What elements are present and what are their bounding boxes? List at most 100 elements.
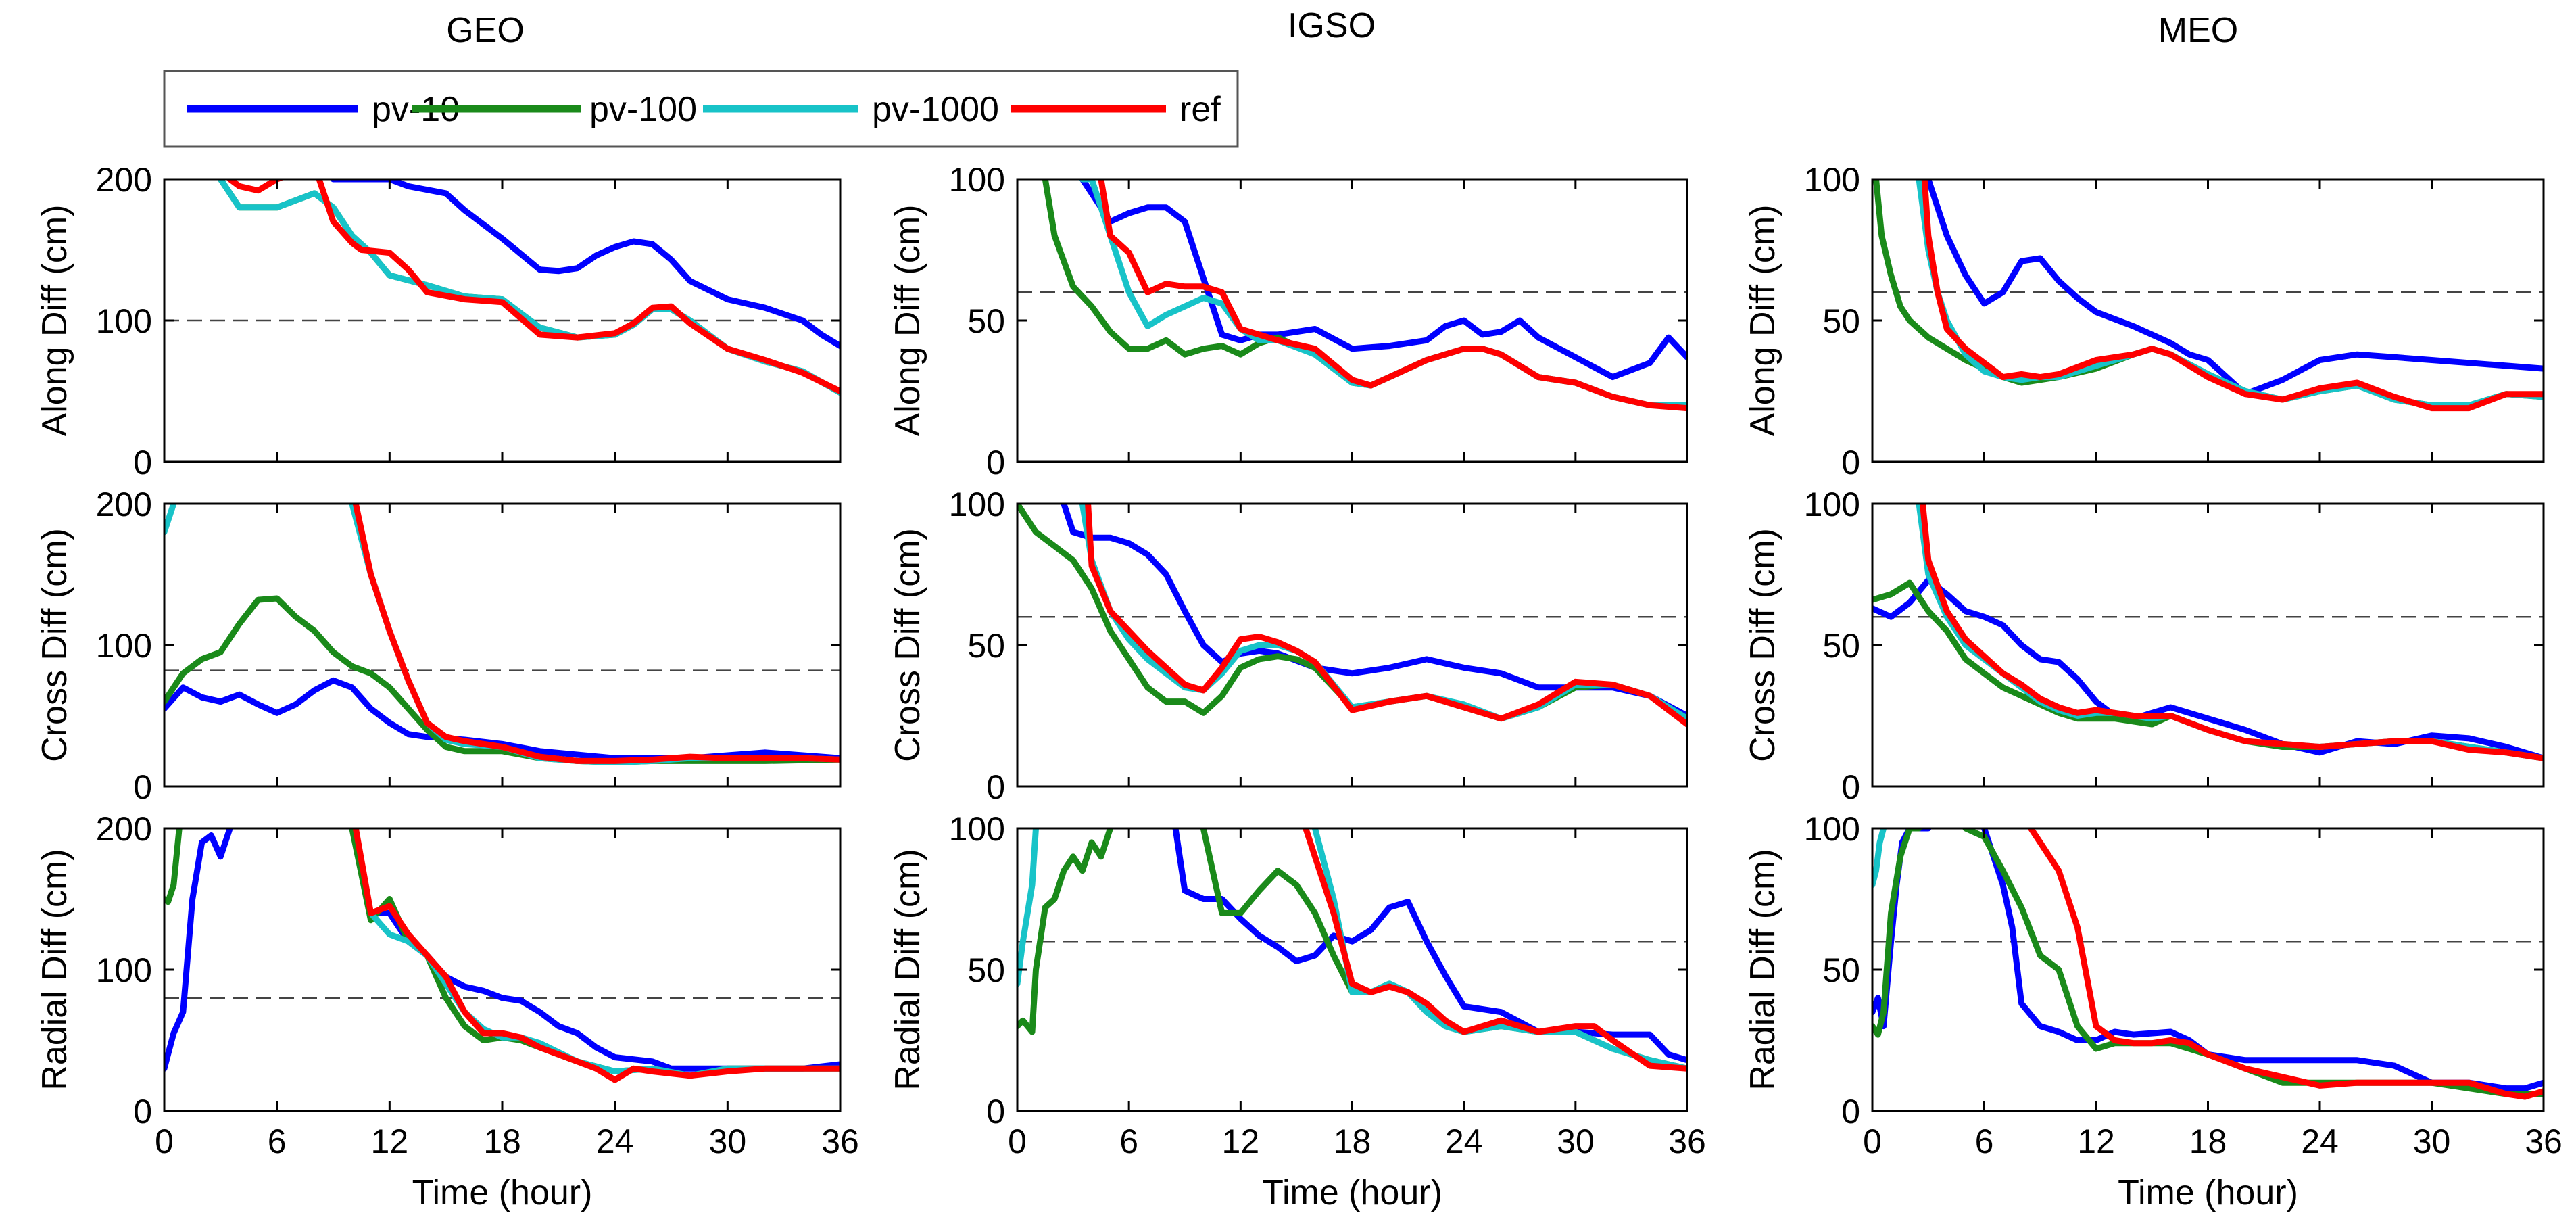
y-tick-label-igso-along-50: 50	[967, 302, 1005, 340]
y-tick-label-geo-cross-100: 100	[96, 627, 152, 665]
x-tick-label-geo-radial-6: 6	[268, 1122, 287, 1160]
series-line-geo-radial-pv-100	[164, 828, 183, 905]
series-line-igso-cross-ref	[1085, 504, 1687, 728]
x-axis-label-meo-radial: Time (hour)	[2118, 1173, 2298, 1212]
series-line-geo-along-ref	[226, 179, 840, 394]
x-tick-label-meo-radial-0: 0	[1863, 1122, 1882, 1160]
series-line-geo-radial-pv-10	[164, 828, 233, 1072]
y-tick-label-meo-along-50: 50	[1822, 302, 1860, 340]
y-axis-label-igso-cross: Cross Diff (cm)	[888, 528, 927, 762]
series-line-meo-radial-ref	[2028, 828, 2544, 1100]
y-tick-label-igso-radial-50: 50	[967, 951, 1005, 989]
y-tick-label-igso-along-100: 100	[949, 161, 1005, 199]
series-line-igso-radial-pv-1000-main	[1311, 828, 1687, 1072]
series-group-igso-along	[1042, 179, 1687, 412]
column-title-geo: GEO	[446, 11, 525, 50]
series-line-meo-along-ref	[1921, 179, 2544, 412]
series-line-igso-radial-ref	[1303, 828, 1687, 1072]
series-line-meo-radial-pv-1000	[1872, 828, 1887, 889]
panel-igso-radial: 0 50 100 0 6 12 18 24 30 36 Radial Diff (cm) Time (…	[888, 810, 1706, 1212]
x-tick-label-igso-radial-12: 12	[1222, 1122, 1260, 1160]
y-axis-label-igso-along: Along Diff (cm)	[888, 205, 927, 437]
y-tick-label-igso-cross-50: 50	[967, 627, 1005, 665]
series-group-igso-radial	[1017, 828, 1687, 1072]
y-tick-label-geo-along-100: 100	[96, 302, 152, 340]
series-line-geo-radial-ref	[352, 828, 840, 1083]
y-axis-label-meo-cross: Cross Diff (cm)	[1743, 528, 1782, 762]
series-group-geo-cross	[164, 504, 840, 765]
y-axis-label-geo-along: Along Diff (cm)	[35, 205, 74, 437]
y-tick-label-geo-radial-0: 0	[133, 1093, 152, 1131]
x-tick-label-igso-radial-18: 18	[1334, 1122, 1371, 1160]
panel-geo-along: 0 100 200 Along Diff (cm)	[35, 161, 842, 481]
series-line-geo-along-pv-10	[330, 179, 840, 350]
y-tick-label-meo-radial-100: 100	[1804, 810, 1860, 848]
series-line-igso-along-ref	[1098, 179, 1687, 412]
series-line-meo-radial-pv-100	[1872, 828, 1922, 1038]
column-title-meo: MEO	[2158, 11, 2238, 50]
panel-geo-cross: 0 100 200 Cross Diff (cm)	[35, 485, 842, 806]
x-tick-label-geo-radial-24: 24	[596, 1122, 634, 1160]
y-tick-label-meo-radial-0: 0	[1841, 1093, 1860, 1131]
x-tick-label-meo-radial-30: 30	[2413, 1122, 2451, 1160]
legend-label-ref: ref	[1180, 90, 1221, 129]
legend: pv-10 pv-100 pv-1000 ref	[163, 70, 1239, 148]
series-group-meo-along	[1873, 179, 2544, 412]
x-axis-label-geo-radial: Time (hour)	[412, 1173, 593, 1212]
x-tick-label-geo-radial-36: 36	[821, 1122, 859, 1160]
x-tick-label-igso-radial-6: 6	[1119, 1122, 1138, 1160]
y-tick-label-meo-cross-50: 50	[1822, 627, 1860, 665]
series-group-geo-radial	[164, 828, 840, 1083]
x-axis-label-igso-radial: Time (hour)	[1262, 1173, 1442, 1212]
panel-meo-radial: 0 50 100 0 6 12 18 24 30 36 Radial Diff (cm) Time (…	[1743, 810, 2562, 1212]
panel-igso-along: 0 50 100 Along Diff (cm)	[888, 161, 1688, 481]
subplot-grid: 0 100 200 Along Diff (cm) 0 50 100 Along Diff (…	[35, 161, 2562, 1212]
y-tick-label-meo-cross-100: 100	[1804, 485, 1860, 523]
x-tick-label-geo-radial-0: 0	[155, 1122, 174, 1160]
x-tick-label-geo-radial-30: 30	[709, 1122, 747, 1160]
y-tick-label-geo-radial-100: 100	[96, 951, 152, 989]
y-axis-label-igso-radial: Radial Diff (cm)	[888, 849, 927, 1090]
series-group-meo-cross	[1872, 504, 2544, 761]
series-line-igso-cross-pv-10	[1061, 504, 1687, 719]
y-tick-label-meo-along-100: 100	[1804, 161, 1860, 199]
legend-label-pv-1000: pv-1000	[872, 90, 999, 129]
x-tick-label-meo-radial-18: 18	[2189, 1122, 2227, 1160]
series-line-geo-cross-ref	[352, 504, 840, 764]
series-line-geo-cross-pv-1000	[164, 504, 177, 536]
y-axis-label-meo-along: Along Diff (cm)	[1743, 205, 1782, 437]
y-tick-label-igso-along-0: 0	[986, 444, 1005, 481]
x-tick-label-igso-radial-0: 0	[1008, 1122, 1027, 1160]
panel-geo-radial: 0 100 200 0 6 12 18 24 30 36 Radial Diff (cm) Time …	[35, 810, 859, 1212]
y-tick-label-geo-radial-200: 200	[96, 810, 152, 848]
panel-meo-cross: 0 50 100 Cross Diff (cm)	[1743, 485, 2545, 806]
y-axis-label-geo-cross: Cross Diff (cm)	[35, 528, 74, 762]
legend-label-pv-100: pv-100	[589, 90, 697, 129]
x-tick-label-igso-radial-30: 30	[1557, 1122, 1595, 1160]
panel-meo-along: 0 50 100 Along Diff (cm)	[1743, 161, 2545, 481]
panel-igso-cross: 0 50 100 Cross Diff (cm)	[888, 485, 1688, 806]
series-group-geo-along	[217, 179, 840, 396]
y-tick-label-meo-radial-50: 50	[1822, 951, 1860, 989]
x-tick-label-meo-radial-24: 24	[2301, 1122, 2339, 1160]
series-group-igso-cross	[1017, 504, 1687, 728]
y-tick-label-geo-cross-200: 200	[96, 485, 152, 523]
x-tick-label-geo-radial-12: 12	[371, 1122, 409, 1160]
column-title-igso: IGSO	[1288, 6, 1376, 45]
y-tick-label-geo-cross-0: 0	[133, 768, 152, 806]
y-tick-label-igso-cross-100: 100	[949, 485, 1005, 523]
series-line-igso-radial-pv-1000	[1017, 828, 1039, 987]
y-tick-label-igso-radial-100: 100	[949, 810, 1005, 848]
y-tick-label-meo-cross-0: 0	[1841, 768, 1860, 806]
x-tick-label-igso-radial-36: 36	[1668, 1122, 1706, 1160]
y-tick-label-geo-along-0: 0	[133, 444, 152, 481]
series-group-meo-radial	[1872, 828, 2544, 1100]
series-line-igso-along-pv-10	[1079, 179, 1687, 381]
series-line-meo-along-pv-10	[1925, 179, 2544, 398]
series-line-igso-radial-pv-100	[1017, 828, 1114, 1035]
y-tick-label-igso-cross-0: 0	[986, 768, 1005, 806]
y-tick-label-geo-along-200: 200	[96, 161, 152, 199]
y-tick-label-meo-along-0: 0	[1841, 444, 1860, 481]
x-tick-label-meo-radial-6: 6	[1975, 1122, 1994, 1160]
